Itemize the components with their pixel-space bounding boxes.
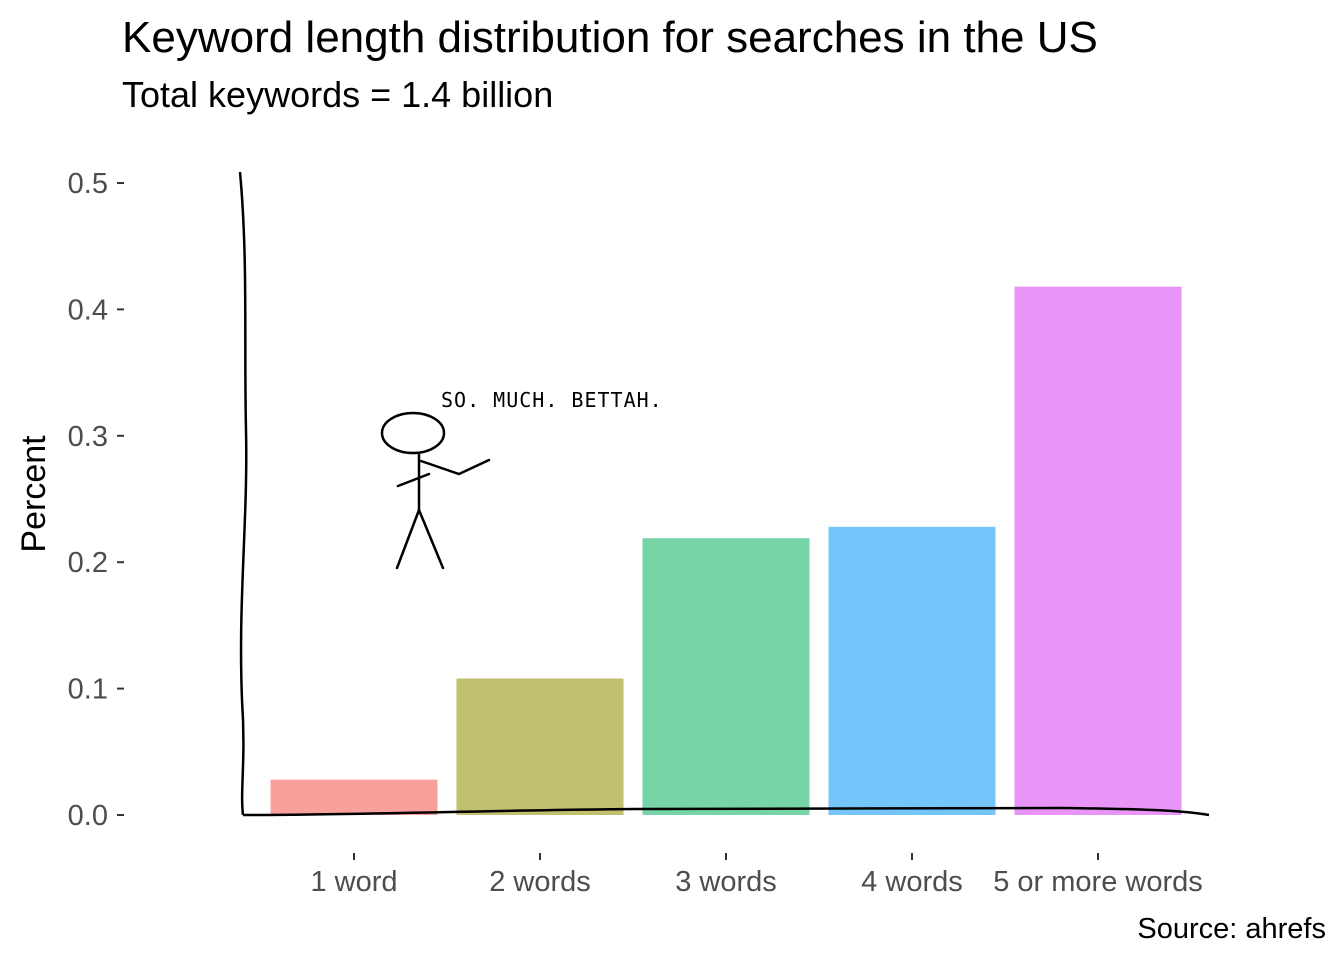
bar-5-or-more-words [1014,286,1182,815]
x-axis-ticks: 1 word 2 words 3 words 4 words 5 or more wor… [310,853,1203,898]
bar-1-word [270,779,438,815]
y-axis-title: Percent [15,435,53,553]
y-axis-ticks: 0.0 0.1 0.2 0.3 0.4 0.5 [68,168,124,832]
chart-caption: Source: ahrefs [1137,913,1326,945]
bar-3-words [642,538,810,815]
y-tick-label: 0.5 [68,168,108,200]
chart-title: Keyword length distribution for searches… [122,13,1098,62]
y-tick-label: 0.1 [68,674,108,706]
bar-4-words [828,526,996,815]
x-tick-label: 1 word [310,866,397,898]
bars [270,286,1182,815]
x-tick-label: 4 words [861,866,963,898]
stick-figure-icon [380,411,491,570]
y-tick-label: 0.3 [68,421,108,453]
x-tick-label: 5 or more words [993,866,1203,898]
y-tick-label: 0.2 [68,547,108,579]
y-tick-label: 0.4 [68,294,108,326]
chart-subtitle: Total keywords = 1.4 billion [122,74,553,115]
bar-2-words [456,678,624,815]
x-tick-label: 3 words [675,866,777,898]
y-axis-line [238,171,248,816]
x-tick-label: 2 words [489,866,591,898]
x-axis-line [242,806,1210,817]
speech-bubble-text: SO. MUCH. BETTAH. [441,388,663,412]
y-tick-label: 0.0 [68,800,108,832]
